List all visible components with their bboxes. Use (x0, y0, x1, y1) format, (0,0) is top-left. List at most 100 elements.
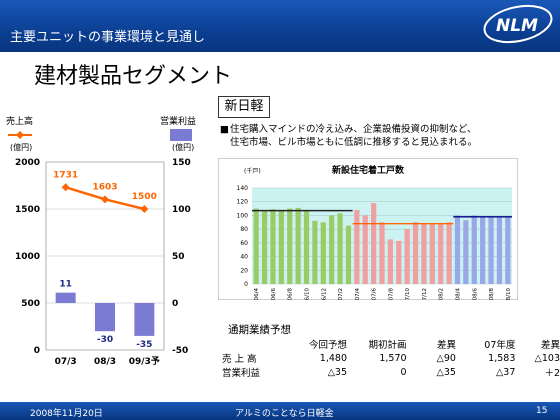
profit-data-label: -30 (97, 335, 113, 345)
housing-x-tick: 06/8 (288, 288, 294, 300)
sales-legend-marker (16, 131, 24, 139)
housing-bar (287, 208, 293, 284)
category-label: 09/3予 (129, 356, 160, 367)
housing-x-tick: 06/6 (271, 288, 277, 300)
forecast-title: 通期業績予想 (228, 324, 291, 336)
housing-bar (253, 208, 259, 284)
sales-point (61, 183, 70, 192)
profit-axis-title: 営業利益 (160, 115, 196, 127)
housing-bar (446, 222, 452, 284)
logo-text: NLM (496, 16, 538, 36)
forecast-cell: △35 (436, 366, 456, 378)
profit-data-label: -35 (136, 340, 152, 350)
housing-x-tick: 07/2 (338, 288, 344, 300)
sales-axis-tick: 1000 (15, 252, 40, 262)
housing-x-tick: 08/2 (439, 288, 445, 300)
housing-bar (471, 215, 477, 284)
forecast-cell: △90 (436, 352, 456, 364)
housing-y-tick: 140 (237, 185, 249, 192)
housing-bar (463, 220, 469, 284)
housing-x-tick: 08/4 (455, 288, 461, 300)
housing-x-tick: 08/10 (506, 288, 512, 300)
housing-bar (404, 229, 410, 284)
header-bar: 主要ユニットの事業環境と見通し NLM (0, 0, 560, 52)
sales-profit-chart: 売上高 (億円) 営業利益 (億円) 200015001000500015010… (6, 115, 196, 367)
forecast-row-profit: 営業利益 △35 0 △35 △37 ＋2 (222, 365, 560, 380)
housing-bar (312, 220, 318, 284)
profit-bar (95, 303, 115, 332)
header-title: 主要ユニットの事業環境と見通し (10, 30, 206, 45)
housing-bar (379, 222, 385, 284)
forecast-cell: 1,570 (379, 352, 407, 364)
housing-bar (261, 211, 268, 284)
sales-axis-unit: (億円) (10, 142, 32, 152)
page-title: 建材製品セグメント (34, 64, 233, 89)
forecast-header-cell (222, 337, 287, 351)
housing-x-tick: 07/12 (422, 288, 428, 300)
forecast-cell: △37 (495, 366, 516, 378)
forecast-table: 今回予想 期初計画 差異 07年度 差異 売 上 高 1,480 1,570 △… (222, 337, 560, 379)
sales-point (140, 205, 149, 213)
housing-x-tick: 08/6 (472, 288, 478, 300)
housing-x-tick: 07/8 (388, 288, 394, 300)
profit-bar (55, 292, 76, 303)
sales-axis-title: 売上高 (6, 115, 33, 127)
market-outlook-text: ■住宅購入マインドの冷え込み、企業設備投資の抑制など、 住宅市場、ビル市場ともに… (220, 123, 556, 149)
company-label: 新日軽 (218, 96, 270, 118)
housing-bar (362, 215, 368, 284)
forecast-cell: 1,480 (319, 352, 347, 364)
housing-bar (354, 209, 360, 284)
housing-x-tick: 06/4 (254, 288, 260, 300)
housing-bar (345, 225, 352, 284)
footer-bar: 2008年11月20日 アルミのことなら日軽金 15 (0, 402, 560, 420)
housing-y-tick: 0 (244, 281, 248, 288)
profit-axis-tick: -50 (172, 346, 188, 356)
profit-axis-tick: 150 (172, 158, 191, 168)
housing-y-tick: 120 (237, 199, 249, 206)
housing-x-tick: 06/10 (305, 288, 311, 300)
profit-data-label: 11 (59, 280, 72, 290)
housing-bar (270, 209, 276, 284)
forecast-row-sales: 売 上 高 1,480 1,570 △90 1,583 △103 (222, 351, 560, 366)
profit-axis-tick: 0 (172, 299, 178, 309)
housing-x-tick: 07/6 (372, 288, 378, 300)
profit-legend-swatch (170, 129, 192, 141)
housing-bar (337, 213, 343, 284)
sales-axis-tick: 500 (21, 299, 40, 309)
housing-y-tick: 100 (237, 212, 249, 219)
sales-axis-tick: 2000 (15, 158, 40, 168)
housing-bar (412, 222, 419, 284)
housing-x-tick: 06/12 (321, 288, 327, 300)
outlook-line-2: 住宅市場、ビル市場ともに低調に推移すると見込まれる。 (230, 137, 478, 148)
footer-date: 2008年11月20日 (30, 409, 103, 419)
forecast-cell: 0 (400, 366, 407, 378)
housing-x-tick: 07/10 (405, 288, 411, 300)
housing-y-tick: 60 (240, 240, 248, 247)
profit-axis-tick: 50 (172, 252, 185, 262)
sales-axis-tick: 1500 (15, 205, 40, 215)
housing-bar (387, 239, 393, 284)
category-label: 08/3 (94, 357, 116, 367)
housing-chart-unit: (千戸) (244, 167, 261, 175)
housing-starts-chart: 新設住宅着工戸数 (千戸) 0 20 40 60 80 100 120 140 06/4 06/6… (218, 158, 518, 300)
housing-bar (496, 217, 503, 284)
housing-bar (371, 203, 377, 284)
footer-page-number: 15 (536, 406, 548, 416)
forecast-cell: ＋2 (544, 368, 560, 379)
profit-axis-tick: 100 (172, 205, 191, 215)
footer-company: アルミのことなら日軽金 (235, 409, 334, 419)
housing-bar (329, 215, 335, 284)
housing-y-tick: 40 (240, 254, 248, 261)
housing-bar (278, 209, 284, 284)
sales-data-label: 1500 (132, 192, 157, 202)
sales-point (101, 195, 109, 204)
housing-bar (429, 224, 435, 284)
forecast-header-cell: 期初計画 (368, 340, 407, 351)
sales-axis-tick: 0 (34, 346, 40, 356)
housing-bar (396, 240, 402, 284)
housing-bar (295, 207, 301, 284)
company-logo: NLM (483, 4, 553, 44)
forecast-cell: 営業利益 (222, 368, 261, 379)
bullet-square-icon: ■ (220, 124, 229, 135)
forecast-cell: △103 (534, 352, 560, 364)
